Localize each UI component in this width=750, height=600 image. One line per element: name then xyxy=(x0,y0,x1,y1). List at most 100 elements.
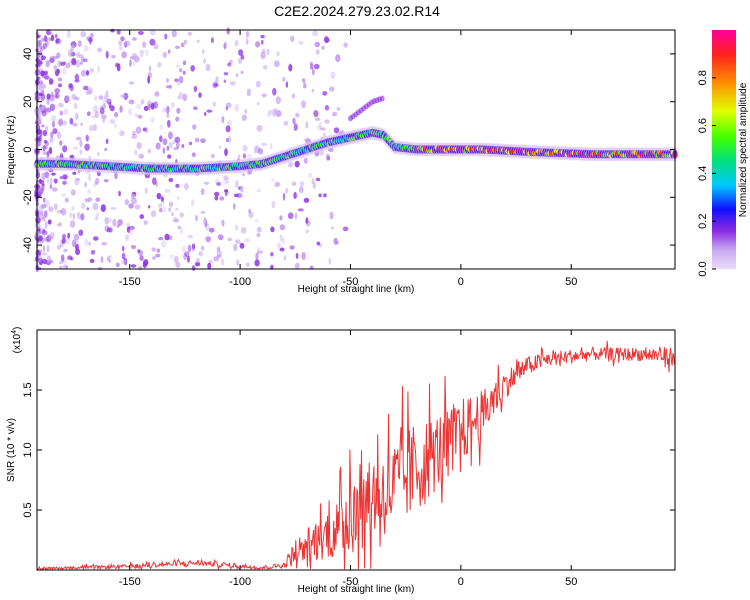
heatmap-noise-cell xyxy=(73,146,79,150)
heatmap-noise-cell xyxy=(132,130,136,136)
heatmap-noise-cell xyxy=(65,237,70,245)
heatmap-noise-cell xyxy=(179,68,183,73)
heatmap-noise-cell xyxy=(235,180,239,188)
heatmap-noise-cell xyxy=(270,226,275,233)
heatmap-noise-cell xyxy=(76,51,81,58)
colorbar-tick-label: 0.4 xyxy=(697,166,709,181)
heatmap-noise-cell xyxy=(235,239,241,245)
heatmap-y-tick-label: 40 xyxy=(22,48,34,60)
colorbar-ticks: 0.0 0.2 0.4 0.6 0.8 xyxy=(697,70,716,277)
heatmap-noise-cell xyxy=(216,182,222,186)
heatmap-noise-cell xyxy=(37,192,42,197)
heatmap-noise-cell xyxy=(57,83,63,88)
heatmap-noise-cell xyxy=(98,95,104,100)
heatmap-noise-cell xyxy=(295,252,299,259)
heatmap-noise-cell xyxy=(105,138,109,145)
heatmap-noise-cell xyxy=(203,217,207,225)
heatmap-noise-cell xyxy=(212,101,216,107)
heatmap-noise-cell xyxy=(119,130,125,137)
heatmap-noise-cell xyxy=(39,117,42,121)
heatmap-noise-cell xyxy=(134,113,139,118)
heatmap-noise-cell xyxy=(168,201,174,207)
heatmap-noise-cell xyxy=(92,124,97,132)
heatmap-noise-cell xyxy=(97,151,100,157)
heatmap-noise-cell xyxy=(166,145,170,151)
heatmap-noise-cell xyxy=(47,220,52,224)
heatmap-noise-cell xyxy=(245,38,249,46)
heatmap-noise-cell xyxy=(37,142,41,147)
heatmap-noise-cell xyxy=(100,256,104,263)
heatmap-noise-cell xyxy=(198,251,203,257)
heatmap-noise-cell xyxy=(137,265,142,271)
heatmap-noise-cell xyxy=(46,93,51,100)
heatmap-noise-cell xyxy=(162,107,167,113)
heatmap-noise-cell xyxy=(74,73,80,82)
heatmap-noise-cell xyxy=(72,171,77,175)
heatmap-noise-cell xyxy=(184,183,189,190)
heatmap-noise-cell xyxy=(92,202,99,211)
heatmap-noise-cell xyxy=(110,28,115,33)
heatmap-noise-cell xyxy=(313,63,320,70)
heatmap-noise-cell xyxy=(288,64,293,72)
heatmap-noise-cell xyxy=(326,156,330,161)
heatmap-noise-cell xyxy=(256,124,263,132)
heatmap-noise-cell xyxy=(40,84,47,89)
heatmap-noise-cell xyxy=(124,40,131,47)
heatmap-noise-cell xyxy=(167,49,171,54)
heatmap-noise-cell xyxy=(194,137,200,143)
heatmap-noise-cell xyxy=(75,59,81,68)
heatmap-noise-cell xyxy=(248,211,254,219)
heatmap-y-axis-label: Frequency (Hz) xyxy=(6,116,17,185)
heatmap-noise-cell xyxy=(215,76,219,85)
heatmap-noise-cell xyxy=(57,102,62,108)
heatmap-noise-cell xyxy=(66,30,72,38)
heatmap-y-tick-label: -20 xyxy=(22,189,34,205)
heatmap-noise-cell xyxy=(116,190,120,196)
heatmap-noise-cell xyxy=(51,187,58,192)
heatmap-noise-cell xyxy=(288,63,293,71)
heatmap-noise-cell xyxy=(180,42,185,48)
heatmap-noise-cell xyxy=(164,233,170,241)
heatmap-noise-cell xyxy=(61,254,65,262)
heatmap-noise-cell xyxy=(137,249,141,254)
heatmap-noise-cell xyxy=(257,246,261,254)
heatmap-noise-cell xyxy=(131,244,136,250)
heatmap-noise-cell xyxy=(175,140,180,149)
heatmap-noise-cell xyxy=(335,54,341,62)
heatmap-noise-cell xyxy=(322,91,328,96)
heatmap-noise-cell xyxy=(40,70,45,77)
heatmap-noise-cell xyxy=(56,209,63,214)
heatmap-noise-cell xyxy=(256,101,260,106)
heatmap-noise-cell xyxy=(85,89,92,95)
heatmap-noise-cell xyxy=(140,99,145,105)
heatmap-noise-cell xyxy=(167,154,172,159)
heatmap-noise-cell xyxy=(82,58,88,63)
heatmap-noise-cell xyxy=(131,134,138,139)
heatmap-noise-cell xyxy=(57,68,61,74)
heatmap-noise-cell xyxy=(84,182,87,188)
heatmap-noise-cell xyxy=(59,265,62,269)
heatmap-noise-cell xyxy=(40,38,45,42)
heatmap-noise-cell xyxy=(174,78,179,82)
heatmap-noise-cell xyxy=(144,187,148,194)
colorbar-gradient xyxy=(712,30,736,269)
colorbar-tick-label: 0.0 xyxy=(697,261,709,276)
heatmap-noise-cell xyxy=(282,76,286,82)
heatmap-noise-cell xyxy=(271,200,276,209)
heatmap-noise-cell xyxy=(49,57,55,64)
heatmap-noise-cell xyxy=(175,116,180,122)
heatmap-noise-cell xyxy=(80,122,83,126)
heatmap-noise-cell xyxy=(266,48,270,56)
heatmap-noise-cell xyxy=(95,212,99,219)
heatmap-noise-cell xyxy=(255,252,259,260)
heatmap-noise-cell xyxy=(48,37,52,41)
heatmap-noise-cell xyxy=(40,53,44,61)
heatmap-noise-cell xyxy=(136,142,142,150)
heatmap-noise-cell xyxy=(132,37,137,41)
heatmap-noise-cell xyxy=(48,78,54,85)
heatmap-noise-cell xyxy=(104,217,110,225)
heatmap-noise-cell xyxy=(106,98,112,105)
heatmap-noise-cell xyxy=(256,250,263,255)
heatmap-noise-cell xyxy=(46,244,50,253)
heatmap-noise-cell xyxy=(273,60,280,68)
